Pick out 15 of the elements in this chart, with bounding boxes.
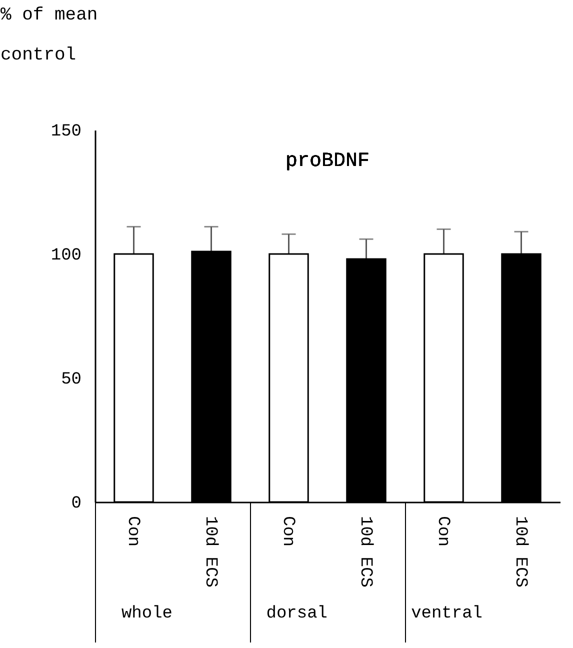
y-tick-label: 100 [50, 246, 82, 266]
text: 10d ECS [355, 516, 374, 588]
text: Con [122, 516, 142, 547]
y-tick-label: 0 [71, 494, 82, 514]
y-axis-title: % of mean control [0, 6, 98, 66]
text: Con [278, 516, 297, 547]
text: Con [432, 516, 452, 547]
x-tick-label: whole [121, 604, 172, 624]
x-tick-label: ventral [411, 604, 482, 624]
x-tick-label: dorsal [266, 604, 328, 624]
y-tick-label: 150 [50, 122, 82, 142]
text: proBDNF [285, 150, 370, 173]
text: 10d ECS [200, 516, 220, 588]
text: 10d ECS [510, 516, 530, 588]
y-tick-label: 50 [61, 370, 82, 390]
